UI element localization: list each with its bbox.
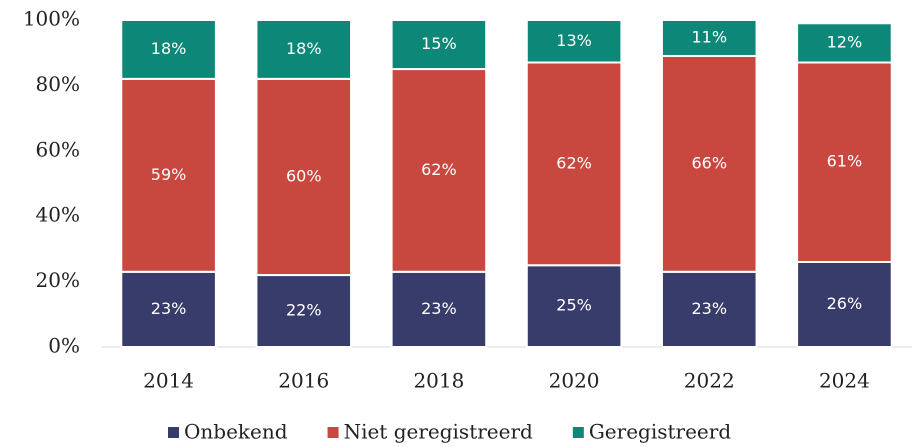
value-label: 26% [827, 294, 863, 313]
value-label: 13% [556, 31, 592, 50]
value-label: 15% [421, 34, 457, 53]
value-label: 23% [691, 299, 727, 318]
bar-segment [796, 260, 893, 349]
y-tick-label: 20% [36, 268, 80, 292]
bar-segment [390, 68, 488, 273]
value-label: 23% [421, 299, 457, 318]
y-tick-label: 80% [36, 72, 80, 96]
legend-swatch [327, 427, 339, 438]
bar-segment [390, 19, 488, 71]
x-tick-label: 2020 [549, 369, 600, 393]
bar-segment [255, 274, 353, 348]
value-label: 66% [691, 153, 727, 172]
x-tick-label: 2018 [413, 369, 464, 393]
value-label: 62% [556, 153, 592, 172]
x-tick-label: 2024 [819, 369, 870, 393]
bar-segment [120, 77, 217, 273]
legend-swatch [572, 427, 584, 438]
legend-label: Niet geregistreerd [344, 420, 533, 444]
bar-segment [255, 77, 353, 277]
y-tick-label: 40% [36, 203, 80, 227]
bar-segment [255, 19, 353, 80]
bar-segment [660, 54, 758, 273]
y-tick-label: 100% [23, 7, 80, 31]
legend-label: Geregistreerd [589, 420, 732, 444]
bar-segment [796, 61, 893, 263]
y-tick-label: 0% [48, 334, 80, 358]
value-label: 11% [691, 27, 727, 46]
value-label: 25% [556, 296, 592, 315]
y-tick-label: 60% [36, 137, 80, 161]
value-label: 23% [151, 299, 187, 318]
x-tick-label: 2022 [684, 369, 735, 393]
bar-segment [120, 19, 217, 80]
bar-segment [660, 19, 758, 57]
value-label: 59% [151, 165, 187, 184]
value-label: 18% [286, 39, 322, 58]
x-tick-label: 2016 [278, 369, 329, 393]
bar-segment [390, 270, 488, 349]
value-label: 12% [827, 32, 863, 51]
bar-segment [525, 264, 623, 348]
value-label: 62% [421, 160, 457, 179]
legend-label: Onbekend [184, 420, 288, 444]
value-label: 18% [151, 39, 187, 58]
value-label: 22% [286, 301, 322, 320]
bar-segment [525, 61, 623, 267]
bar-segment [796, 22, 893, 64]
value-label: 61% [827, 152, 863, 171]
bar-segment [525, 19, 623, 64]
x-tick-label: 2014 [143, 369, 194, 393]
value-label: 60% [286, 166, 322, 185]
legend-swatch [168, 427, 179, 438]
bar-segment [660, 270, 758, 349]
bar-segment [120, 270, 217, 349]
